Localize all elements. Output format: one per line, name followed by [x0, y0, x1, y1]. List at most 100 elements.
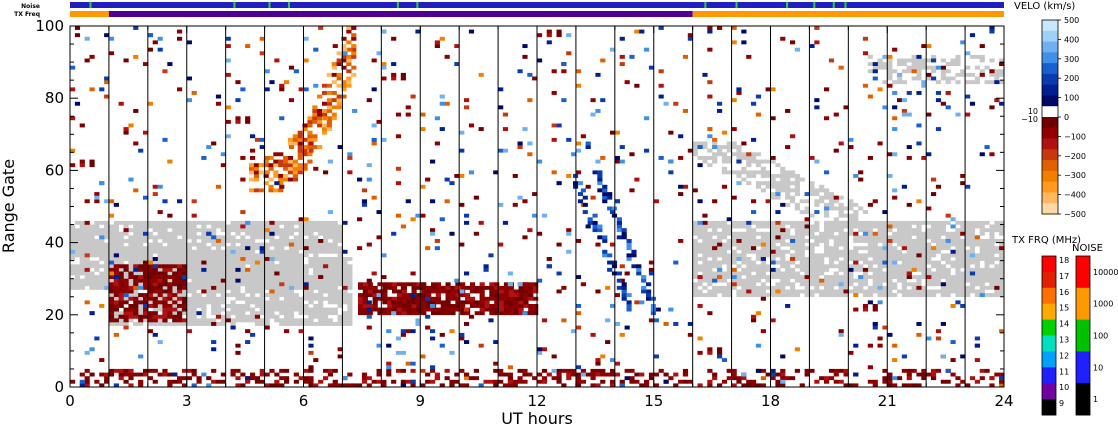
data-cell — [318, 304, 324, 308]
data-cell — [259, 307, 265, 312]
data-cell — [824, 267, 830, 272]
data-cell — [303, 311, 309, 316]
data-cell — [181, 293, 188, 298]
data-cell — [780, 235, 786, 240]
data-cell — [610, 368, 616, 373]
data-cell — [128, 267, 134, 272]
data-cell — [128, 123, 134, 128]
data-cell — [945, 275, 951, 280]
data-cell — [602, 249, 608, 254]
data-cell — [415, 318, 421, 323]
data-cell — [989, 249, 995, 254]
data-cell — [273, 174, 279, 178]
data-cell — [712, 199, 718, 204]
data-cell — [211, 228, 217, 233]
data-cell — [108, 257, 115, 261]
data-cell — [84, 253, 90, 258]
data-cell — [950, 304, 956, 308]
data-cell — [215, 239, 222, 243]
data-cell — [147, 296, 153, 301]
data-cell — [858, 264, 864, 269]
data-cell — [736, 145, 742, 150]
data-cell — [327, 242, 333, 247]
data-cell — [264, 282, 270, 287]
data-cell — [362, 289, 368, 294]
data-cell — [293, 307, 299, 312]
data-cell — [955, 271, 961, 276]
data-cell — [434, 141, 440, 146]
data-cell — [931, 271, 937, 276]
data-cell — [590, 332, 596, 337]
data-cell — [712, 372, 718, 377]
data-cell — [692, 228, 698, 233]
data-cell — [113, 257, 119, 261]
data-cell — [406, 282, 412, 287]
data-cell — [254, 278, 261, 283]
data-cell — [347, 307, 353, 312]
data-cell — [721, 278, 728, 283]
data-cell — [641, 285, 647, 290]
data-cell — [288, 307, 295, 312]
data-cell — [794, 257, 800, 261]
data-cell — [143, 271, 149, 276]
data-cell — [313, 267, 319, 272]
data-cell — [935, 239, 942, 243]
data-cell — [249, 170, 255, 175]
data-cell — [411, 296, 417, 301]
data-cell — [215, 267, 222, 272]
data-cell — [717, 224, 723, 229]
data-cell — [308, 318, 314, 323]
data-cell — [508, 285, 514, 290]
data-cell — [138, 235, 144, 240]
data-cell — [118, 376, 124, 381]
data-cell — [626, 242, 632, 247]
data-cell — [843, 293, 849, 298]
data-cell — [590, 376, 596, 381]
data-cell — [493, 340, 499, 345]
txfreq-segment — [70, 11, 109, 17]
data-cell — [392, 285, 398, 290]
data-cell — [293, 285, 299, 290]
data-cell — [717, 26, 723, 30]
data-cell — [70, 116, 76, 121]
data-cell — [755, 242, 762, 247]
data-cell — [79, 271, 85, 276]
data-cell — [287, 166, 294, 171]
data-cell — [421, 300, 427, 305]
data-cell — [177, 278, 183, 283]
data-cell — [84, 58, 90, 63]
data-cell — [814, 239, 820, 243]
data-cell — [235, 376, 241, 381]
data-cell — [108, 239, 115, 243]
data-cell — [862, 36, 869, 41]
data-cell — [138, 220, 144, 225]
data-cell — [342, 311, 348, 316]
data-cell — [211, 220, 217, 225]
data-cell — [741, 282, 747, 287]
data-cell — [945, 235, 951, 240]
data-cell — [250, 235, 256, 240]
data-cell — [245, 379, 251, 384]
data-cell — [614, 361, 620, 366]
data-cell — [950, 239, 956, 243]
data-cell — [571, 368, 577, 373]
data-cell — [901, 264, 907, 269]
data-cell — [755, 311, 762, 316]
data-cell — [279, 235, 285, 240]
data-cell — [259, 253, 265, 258]
data-cell — [288, 314, 295, 319]
data-cell — [143, 253, 149, 258]
data-cell — [254, 235, 261, 240]
data-cell — [288, 260, 295, 265]
data-cell — [828, 253, 835, 258]
data-cell — [123, 228, 129, 233]
data-cell — [186, 271, 192, 276]
data-cell — [259, 246, 265, 251]
data-cell — [780, 257, 786, 261]
data-cell — [760, 383, 766, 388]
data-cell — [746, 246, 752, 251]
data-cell — [770, 239, 776, 243]
data-cell — [824, 116, 830, 121]
data-cell — [264, 271, 270, 276]
data-cell — [862, 267, 869, 272]
